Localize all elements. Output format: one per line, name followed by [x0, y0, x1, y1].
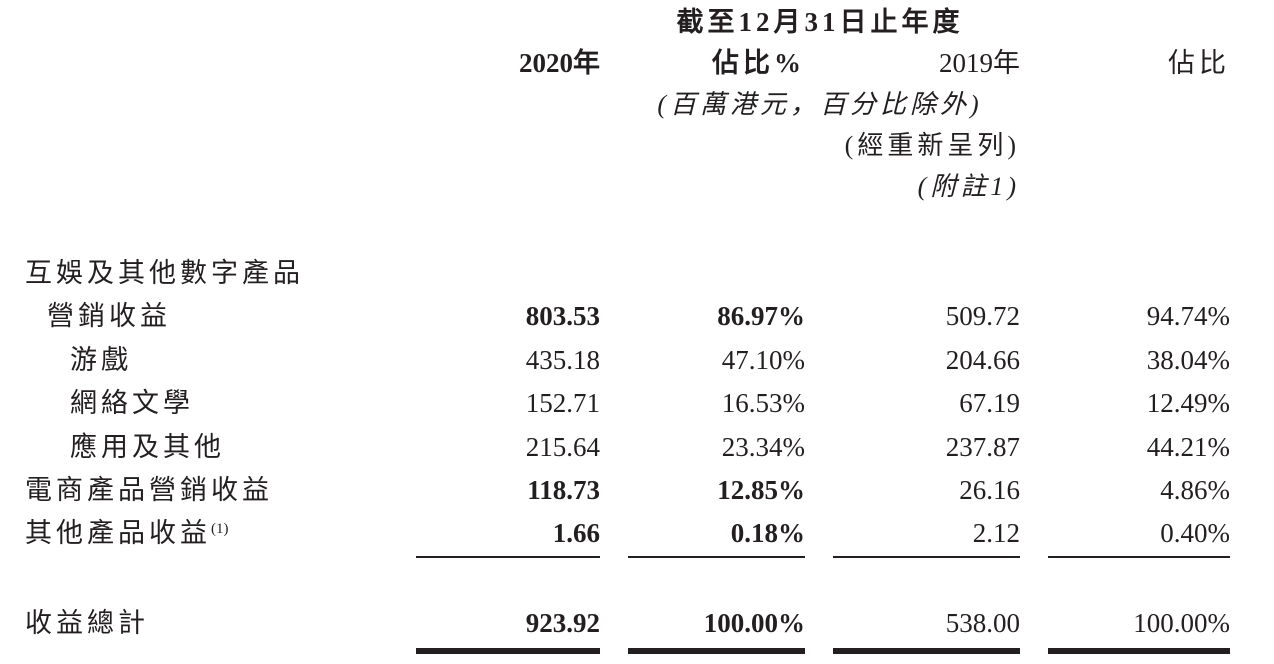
footnote-reference: (附註1) — [917, 172, 1020, 201]
share-2019: 44.21% — [1146, 431, 1230, 462]
total-value-2020: 923.92 — [525, 607, 600, 638]
share-2019: 94.74% — [1146, 301, 1230, 332]
header-spacer — [25, 84, 410, 125]
column-header-share-2020: 佔比% — [712, 48, 805, 78]
total-rule-share-2020 — [628, 648, 805, 655]
restated-note: (經重新呈列) — [844, 131, 1020, 160]
table-row: 網絡文學 152.71 16.53% 67.19 12.49% — [25, 382, 1230, 425]
share-2020: 0.18% — [730, 518, 805, 549]
row-label-text: 應用及其他 — [70, 431, 225, 462]
column-header-2019: 2019年 — [939, 48, 1020, 78]
total-share-2020: 100.00% — [703, 607, 805, 638]
value-2019: 204.66 — [945, 344, 1020, 375]
share-2020: 12.85% — [717, 474, 805, 505]
table-row: 電商產品營銷收益 118.73 12.85% 26.16 4.86% — [25, 469, 1230, 512]
share-2019: 12.49% — [1146, 388, 1230, 419]
header-noteref-row: (附註1) — [25, 166, 1230, 207]
row-label: 游戲 — [25, 339, 410, 382]
row-label: 其他產品收益(1) — [25, 512, 410, 555]
share-2019: 4.86% — [1160, 474, 1230, 505]
header-spacer — [25, 43, 410, 84]
row-label-text: 游戲 — [70, 344, 132, 375]
footnote-superscript: (1) — [211, 521, 229, 538]
subtotal-rules-row — [25, 555, 1230, 558]
total-row: 收益總計 923.92 100.00% 538.00 100.00% — [25, 602, 1230, 645]
table-row: 應用及其他 215.64 23.34% 237.87 44.21% — [25, 426, 1230, 469]
value-2020: 803.53 — [525, 301, 600, 332]
row-label-text: 營銷收益 — [47, 301, 171, 332]
column-header-2020: 2020年 — [519, 48, 600, 78]
value-2019: 509.72 — [945, 301, 1020, 332]
header-spacer — [25, 125, 410, 166]
subtotal-rule-share-2019 — [1048, 555, 1230, 558]
share-2020: 47.10% — [721, 344, 805, 375]
value-2019 — [805, 252, 1020, 295]
value-2019: 67.19 — [959, 388, 1020, 419]
row-label: 網絡文學 — [25, 382, 410, 425]
table-row: 其他產品收益(1) 1.66 0.18% 2.12 0.40% — [25, 512, 1230, 555]
unit-note: (百萬港元，百分比除外) — [657, 90, 983, 119]
row-label-text: 電商產品營銷收益 — [25, 474, 273, 505]
header-spacer — [25, 2, 410, 43]
total-rule-share-2019 — [1048, 648, 1230, 655]
value-2019: 26.16 — [959, 474, 1020, 505]
subtotal-rule-share-2020 — [628, 555, 805, 558]
share-2020: 86.97% — [717, 301, 805, 332]
value-2019: 2.12 — [972, 518, 1020, 549]
period-title: 截至12月31日止年度 — [676, 7, 964, 37]
rule-spacer — [25, 648, 410, 654]
row-label-text: 網絡文學 — [70, 388, 194, 419]
total-rule-2019 — [833, 648, 1020, 655]
value-2020 — [410, 252, 600, 295]
share-2020 — [600, 252, 805, 295]
total-label: 收益總計 — [25, 607, 149, 638]
total-value-2019: 538.00 — [945, 607, 1020, 638]
rule-spacer — [25, 556, 410, 558]
table-row: 營銷收益 803.53 86.97% 509.72 94.74% — [25, 295, 1230, 338]
share-2020: 16.53% — [721, 388, 805, 419]
subtotal-rule-2019 — [833, 555, 1020, 558]
row-label: 電商產品營銷收益 — [25, 469, 410, 512]
header-restated-row: (經重新呈列) — [25, 125, 1230, 166]
column-header-share-2019: 佔比 — [1168, 48, 1230, 78]
table-body: 互娛及其他數字產品 營銷收益 803.53 86.97% 509.72 94.7… — [0, 252, 1274, 556]
table-row: 游戲 435.18 47.10% 204.66 38.04% — [25, 339, 1230, 382]
subtotal-rule-2020 — [416, 555, 600, 558]
share-2019 — [1020, 252, 1230, 295]
row-label-text: 其他產品收益 — [25, 518, 211, 549]
total-share-2019: 100.00% — [1133, 607, 1230, 638]
table-row: 互娛及其他數字產品 — [25, 252, 1230, 295]
share-2019: 38.04% — [1146, 344, 1230, 375]
total-rule-2020 — [416, 648, 600, 655]
value-2020: 152.71 — [525, 388, 600, 419]
value-2019: 237.87 — [945, 431, 1020, 462]
value-2020: 1.66 — [552, 518, 600, 549]
value-2020: 118.73 — [527, 474, 600, 505]
total-rules-row — [25, 648, 1230, 655]
row-label: 互娛及其他數字產品 — [25, 252, 410, 295]
header-unit-row: (百萬港元，百分比除外) — [25, 84, 1230, 125]
share-2020: 23.34% — [721, 431, 805, 462]
row-label-text: 互娛及其他數字產品 — [25, 258, 304, 288]
row-label: 應用及其他 — [25, 426, 410, 469]
header-spacer — [25, 166, 410, 207]
header-period-row: 截至12月31日止年度 — [25, 2, 1230, 43]
header-columns-row: 2020年 佔比% 2019年 佔比 — [25, 43, 1230, 84]
share-2019: 0.40% — [1160, 518, 1230, 549]
value-2020: 215.64 — [525, 431, 600, 462]
row-label: 營銷收益 — [25, 295, 410, 338]
value-2020: 435.18 — [525, 344, 600, 375]
